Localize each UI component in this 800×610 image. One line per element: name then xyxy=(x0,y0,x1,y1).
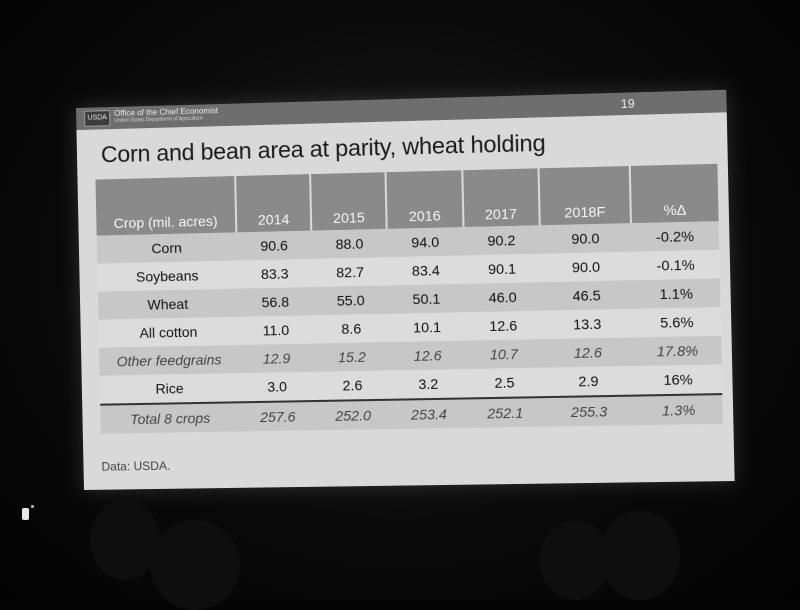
column-header: 2018F xyxy=(538,166,631,225)
acreage-value-cell: 12.9 xyxy=(239,344,315,374)
percent-change-cell: 17.8% xyxy=(633,336,721,366)
acreage-value-cell: 13.3 xyxy=(541,309,633,339)
acreage-value-cell: 12.6 xyxy=(465,311,542,341)
acreage-value-cell: 3.2 xyxy=(390,369,467,400)
acreage-value-cell: 90.0 xyxy=(540,252,632,283)
usda-logo: USDA xyxy=(84,110,110,127)
audience-head xyxy=(150,520,240,610)
crop-name-cell: Soybeans xyxy=(97,260,237,291)
slide-number: 19 xyxy=(621,96,635,111)
crop-name-cell: Corn xyxy=(97,232,237,263)
acreage-value-cell: 50.1 xyxy=(388,284,465,314)
acreage-value-cell: 94.0 xyxy=(387,227,464,257)
acreage-value-cell: 82.7 xyxy=(312,257,388,287)
crop-name-cell: Total 8 crops xyxy=(100,402,240,433)
acreage-value-cell: 15.2 xyxy=(314,342,390,372)
acreage-value-cell: 2.6 xyxy=(314,370,390,401)
acreage-value-cell: 90.6 xyxy=(236,231,312,261)
acreage-value-cell: 255.3 xyxy=(543,396,635,427)
column-header: %Δ xyxy=(630,164,719,223)
audience-head xyxy=(600,510,680,600)
acreage-value-cell: 10.1 xyxy=(389,312,466,342)
acreage-value-cell: 11.0 xyxy=(238,315,314,345)
percent-change-cell: 5.6% xyxy=(633,307,721,337)
crop-name-cell: Rice xyxy=(100,373,240,405)
percent-change-cell: -0.1% xyxy=(631,250,719,281)
acreage-value-cell: 90.2 xyxy=(463,225,540,255)
acreage-value-cell: 83.3 xyxy=(237,259,313,289)
acreage-value-cell: 90.1 xyxy=(464,254,541,284)
acreage-value-cell: 88.0 xyxy=(311,229,387,259)
crop-name-cell: Wheat xyxy=(98,289,238,320)
phone-screen-glow xyxy=(22,508,29,520)
acreage-value-cell: 12.6 xyxy=(542,337,634,367)
department-name: United States Department of Agriculture xyxy=(114,116,203,124)
acreage-value-cell: 12.6 xyxy=(389,341,466,371)
column-header: 2016 xyxy=(386,170,463,229)
column-header: 2014 xyxy=(235,174,311,232)
acreage-value-cell: 257.6 xyxy=(240,401,316,431)
slide-title: Corn and bean area at parity, wheat hold… xyxy=(101,129,546,168)
projection-screen: USDA Office of the Chief Economist Unite… xyxy=(76,90,735,490)
percent-change-cell: 1.1% xyxy=(632,278,720,308)
crop-acreage-table: Crop (mil. acres) 2014 2015 2016 2017 20… xyxy=(95,164,722,434)
acreage-value-cell: 2.5 xyxy=(466,368,543,399)
acreage-value-cell: 90.0 xyxy=(539,223,631,254)
percent-change-cell: 1.3% xyxy=(635,394,723,425)
crop-name-cell: All cotton xyxy=(98,317,238,348)
acreage-value-cell: 252.0 xyxy=(315,400,391,431)
data-source-note: Data: USDA. xyxy=(101,459,170,474)
acreage-value-cell: 56.8 xyxy=(238,287,314,317)
crop-name-cell: Other feedgrains xyxy=(99,345,239,376)
column-header: 2015 xyxy=(310,172,387,230)
acreage-value-cell: 253.4 xyxy=(391,398,468,429)
acreage-value-cell: 46.5 xyxy=(541,280,633,310)
phone-indicator-light xyxy=(31,505,34,508)
acreage-value-cell: 252.1 xyxy=(467,397,544,428)
acreage-value-cell: 2.9 xyxy=(542,366,634,397)
column-header: Crop (mil. acres) xyxy=(95,176,236,236)
percent-change-cell: -0.2% xyxy=(631,221,719,252)
acreage-value-cell: 83.4 xyxy=(388,255,465,285)
acreage-value-cell: 3.0 xyxy=(239,372,315,403)
percent-change-cell: 16% xyxy=(634,364,722,395)
acreage-value-cell: 46.0 xyxy=(464,282,541,312)
acreage-value-cell: 55.0 xyxy=(313,285,389,315)
acreage-value-cell: 8.6 xyxy=(313,314,389,344)
acreage-value-cell: 10.7 xyxy=(465,339,542,369)
column-header: 2017 xyxy=(462,168,540,227)
